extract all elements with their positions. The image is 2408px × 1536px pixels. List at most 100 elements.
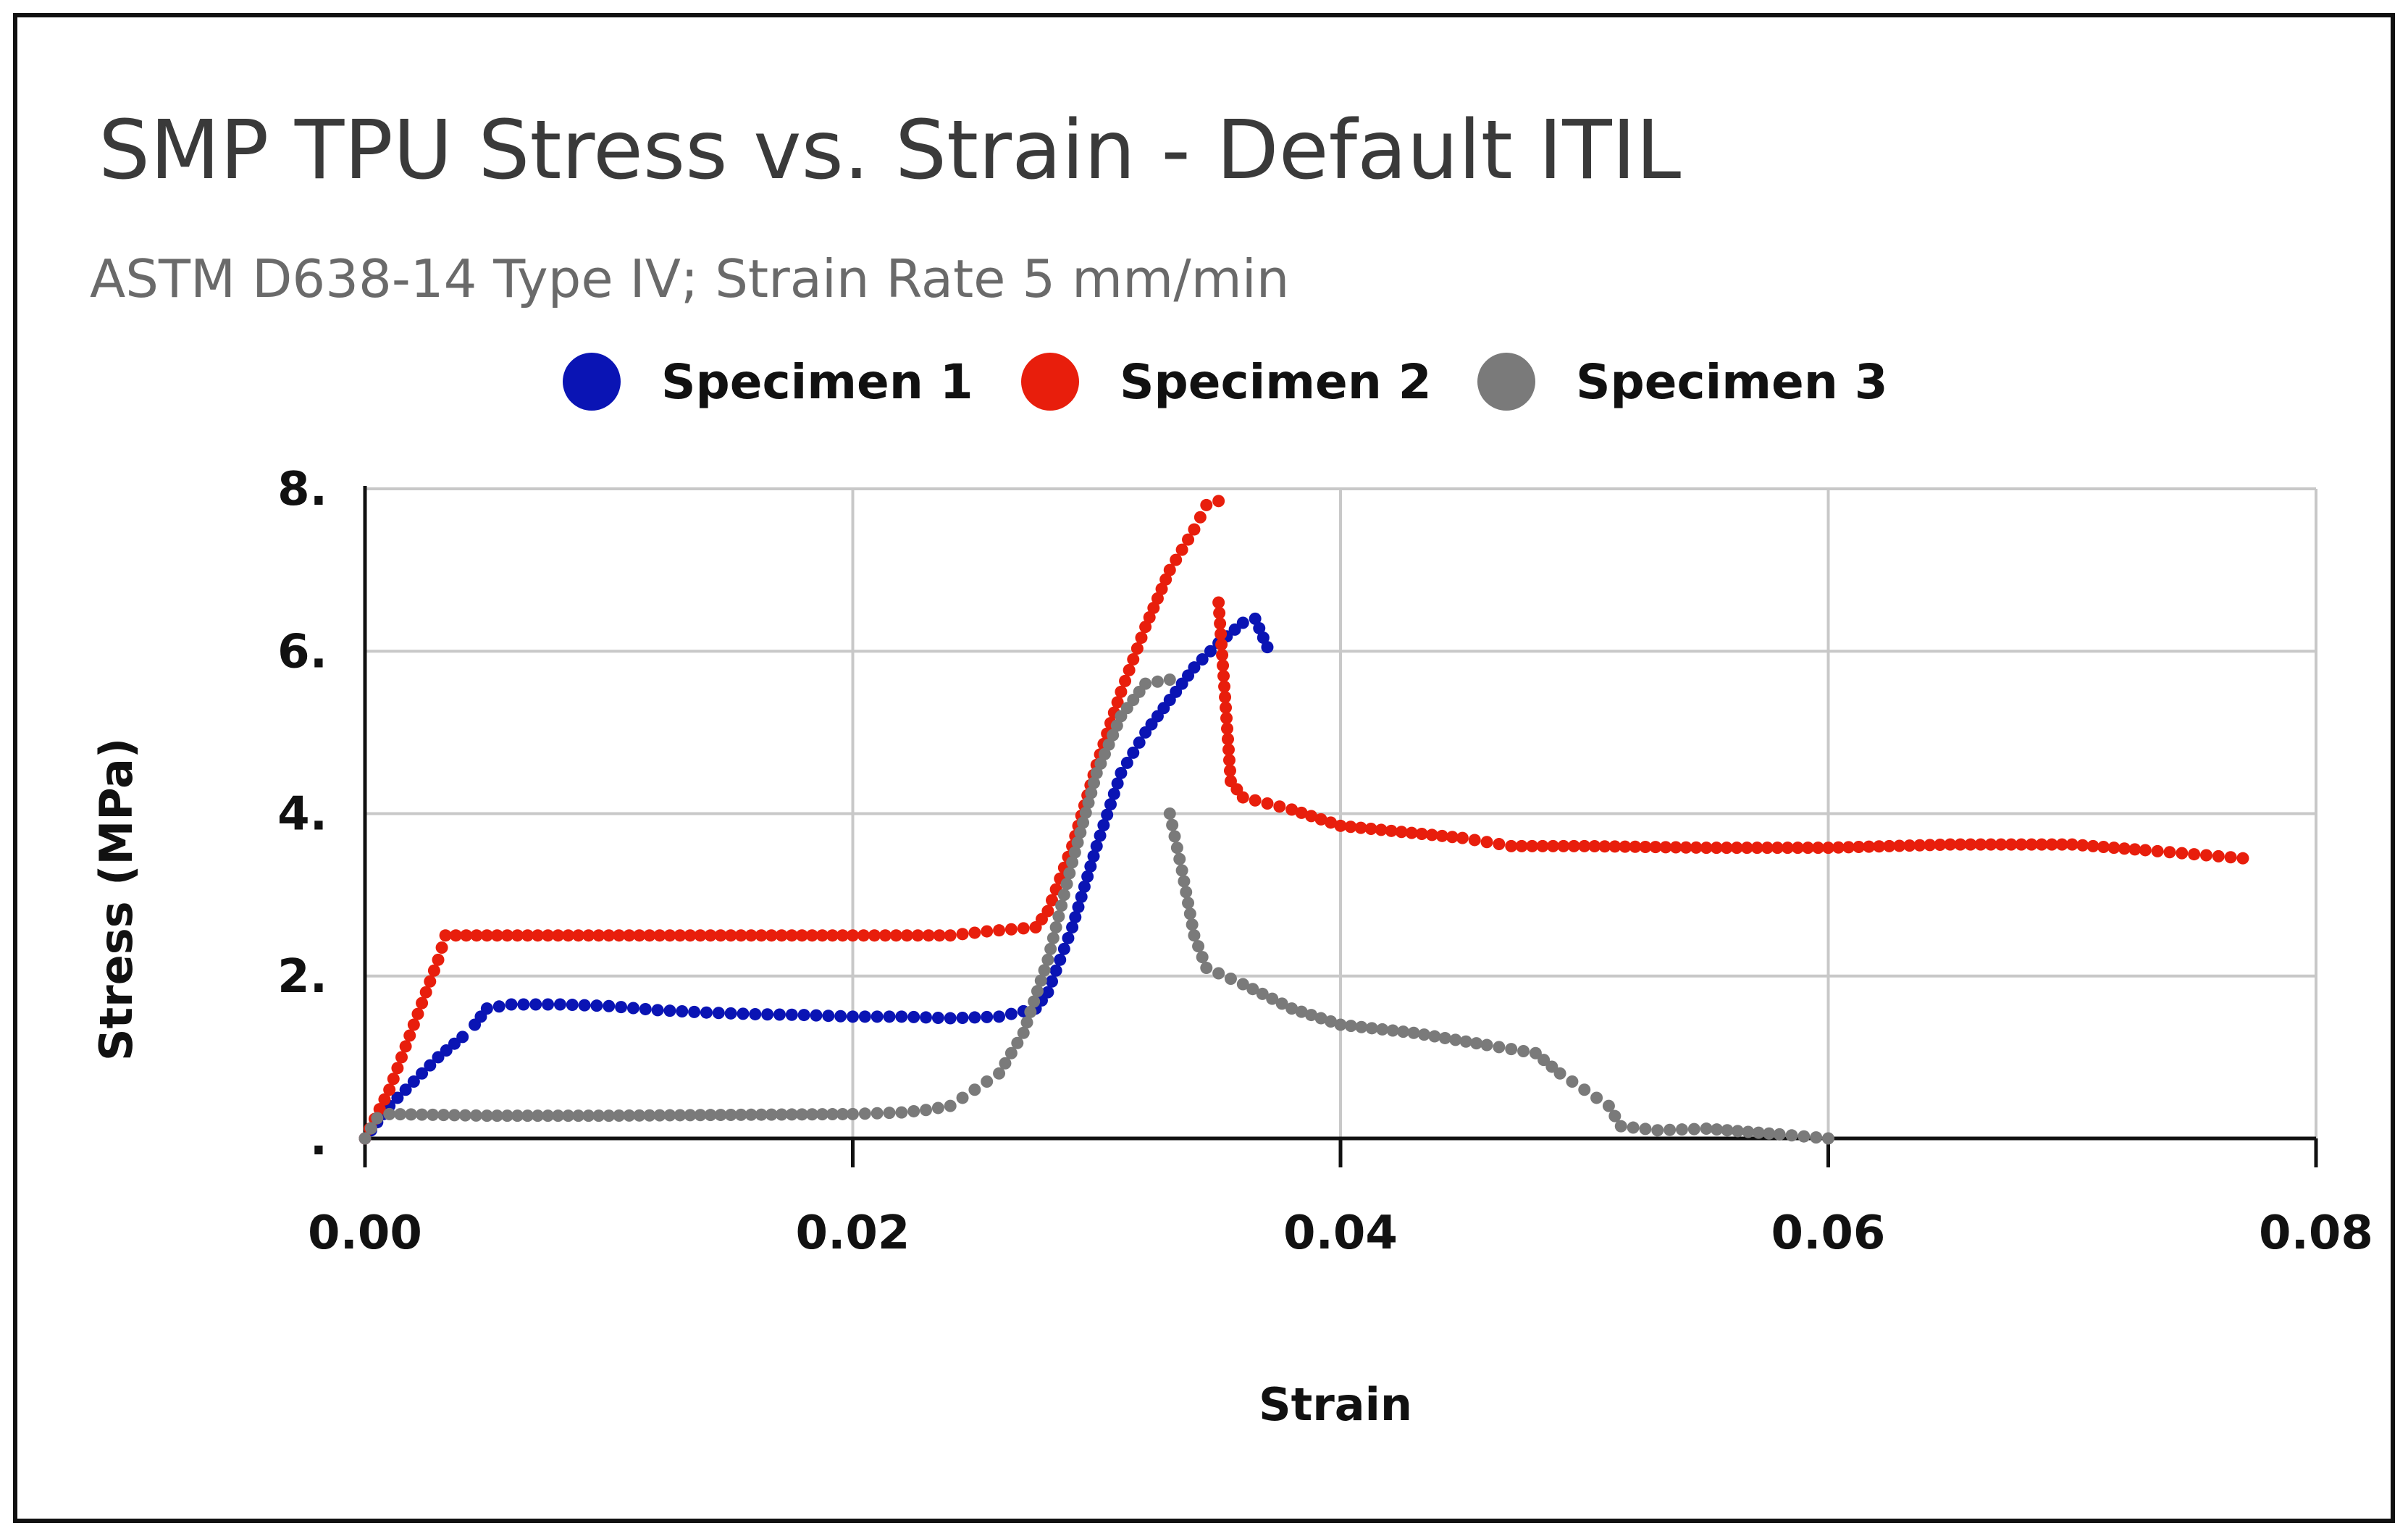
data-point-s3-148 (1537, 1054, 1551, 1067)
data-point-s3-31 (674, 1109, 687, 1122)
data-point-s3-156 (1614, 1120, 1627, 1133)
data-point-s2-219 (2086, 839, 2099, 852)
data-point-s3-11 (469, 1109, 482, 1122)
data-point-s3-3 (383, 1107, 396, 1120)
data-point-s1-69 (1066, 920, 1079, 933)
data-point-s2-227 (2176, 847, 2189, 860)
x-tick-label-3: 0.06 (1771, 1206, 1886, 1260)
data-point-s2-66 (922, 929, 935, 942)
data-point-s3-43 (795, 1108, 808, 1121)
data-point-s1-78 (1094, 829, 1107, 842)
data-point-s2-44 (694, 929, 707, 942)
data-point-s1-52 (920, 1011, 933, 1024)
data-point-s2-148 (1354, 821, 1367, 834)
data-point-s3-13 (490, 1109, 503, 1122)
data-point-s3-104 (1168, 830, 1181, 843)
data-point-s2-103 (1135, 631, 1148, 645)
legend-label-specimen-2: Specimen 2 (1120, 354, 1432, 410)
data-point-s1-72 (1075, 890, 1088, 903)
data-point-s1-75 (1084, 860, 1097, 873)
data-point-s3-12 (480, 1109, 493, 1122)
data-point-s3-135 (1397, 1025, 1410, 1038)
data-point-s1-21 (542, 998, 555, 1011)
data-point-s1-56 (968, 1011, 981, 1024)
data-point-s1-39 (761, 1008, 774, 1021)
data-point-s3-127 (1314, 1012, 1327, 1025)
data-point-s2-203 (1924, 839, 1937, 852)
data-point-s3-103 (1166, 818, 1179, 831)
data-point-s2-195 (1842, 841, 1855, 854)
data-point-s2-34 (592, 929, 605, 942)
data-point-s3-86 (1082, 797, 1095, 810)
data-point-s2-33 (582, 929, 595, 942)
data-point-s2-40 (653, 929, 666, 942)
data-point-s1-17 (492, 1000, 505, 1013)
data-point-s2-194 (1832, 841, 1845, 854)
data-point-s3-151 (1566, 1075, 1579, 1088)
data-point-s2-207 (1964, 838, 1977, 851)
data-point-s3-158 (1639, 1122, 1652, 1136)
data-point-s2-118 (1212, 596, 1225, 609)
data-point-s2-63 (889, 929, 902, 942)
series-specimen-2 (358, 495, 2249, 1145)
data-point-s2-113 (1182, 533, 1195, 546)
data-point-s2-70 (968, 926, 981, 939)
data-point-s1-32 (676, 1005, 689, 1018)
data-point-s1-71 (1072, 900, 1085, 913)
data-point-s1-57 (981, 1010, 994, 1023)
data-point-s1-49 (883, 1010, 896, 1023)
data-point-s2-123 (1216, 649, 1229, 662)
data-point-s1-103 (1249, 612, 1262, 625)
data-point-s1-83 (1111, 777, 1124, 790)
data-point-s1-81 (1104, 798, 1117, 811)
data-point-s2-175 (1639, 840, 1652, 853)
data-point-s2-20 (449, 929, 462, 942)
data-point-s2-48 (734, 929, 747, 942)
data-point-s2-173 (1619, 840, 1632, 853)
data-point-s2-105 (1143, 611, 1156, 624)
data-point-s3-155 (1608, 1109, 1622, 1122)
data-point-s1-67 (1057, 942, 1070, 955)
data-point-s1-104 (1253, 621, 1266, 634)
data-point-s2-56 (815, 929, 828, 942)
data-point-s1-16 (480, 1002, 493, 1015)
data-point-s3-112 (1186, 918, 1199, 931)
data-point-s2-29 (542, 929, 555, 942)
data-point-s2-36 (613, 929, 626, 942)
data-point-s1-106 (1261, 641, 1274, 654)
data-point-s1-84 (1115, 766, 1128, 779)
data-point-s2-58 (836, 929, 849, 942)
data-point-s3-140 (1449, 1033, 1462, 1046)
data-point-s3-7 (427, 1108, 440, 1121)
data-point-s2-230 (2212, 849, 2225, 863)
grid (365, 487, 2317, 1138)
data-point-s2-184 (1730, 842, 1743, 855)
data-series (358, 495, 2249, 1145)
data-point-s2-77 (1041, 905, 1054, 918)
data-point-s3-37 (734, 1108, 747, 1121)
data-point-s2-7 (391, 1062, 404, 1075)
data-point-s3-28 (643, 1109, 656, 1122)
data-point-s2-143 (1305, 810, 1318, 823)
data-point-s1-50 (895, 1010, 908, 1023)
x-tick-label-1: 0.02 (796, 1206, 910, 1260)
data-point-s3-125 (1295, 1005, 1308, 1018)
data-point-s2-129 (1220, 712, 1233, 725)
data-point-s2-22 (470, 929, 483, 942)
data-point-s2-41 (663, 929, 676, 942)
data-point-s2-114 (1188, 523, 1201, 536)
data-point-s2-50 (755, 929, 768, 942)
data-point-s3-137 (1417, 1028, 1430, 1041)
data-point-s3-66 (1024, 1005, 1037, 1018)
data-point-s1-22 (553, 998, 566, 1011)
data-point-s3-120 (1246, 983, 1259, 996)
data-point-s1-101 (1228, 623, 1241, 636)
data-point-s2-122 (1215, 638, 1228, 651)
data-point-s1-86 (1127, 746, 1140, 759)
data-point-s2-9 (399, 1040, 412, 1053)
data-point-s3-113 (1188, 929, 1201, 942)
chart-subtitle: ASTM D638-14 Type IV; Strain Rate 5 mm/m… (90, 248, 1289, 309)
data-point-s2-144 (1314, 813, 1327, 826)
data-point-s2-159 (1468, 834, 1481, 847)
data-point-s1-80 (1101, 808, 1114, 821)
